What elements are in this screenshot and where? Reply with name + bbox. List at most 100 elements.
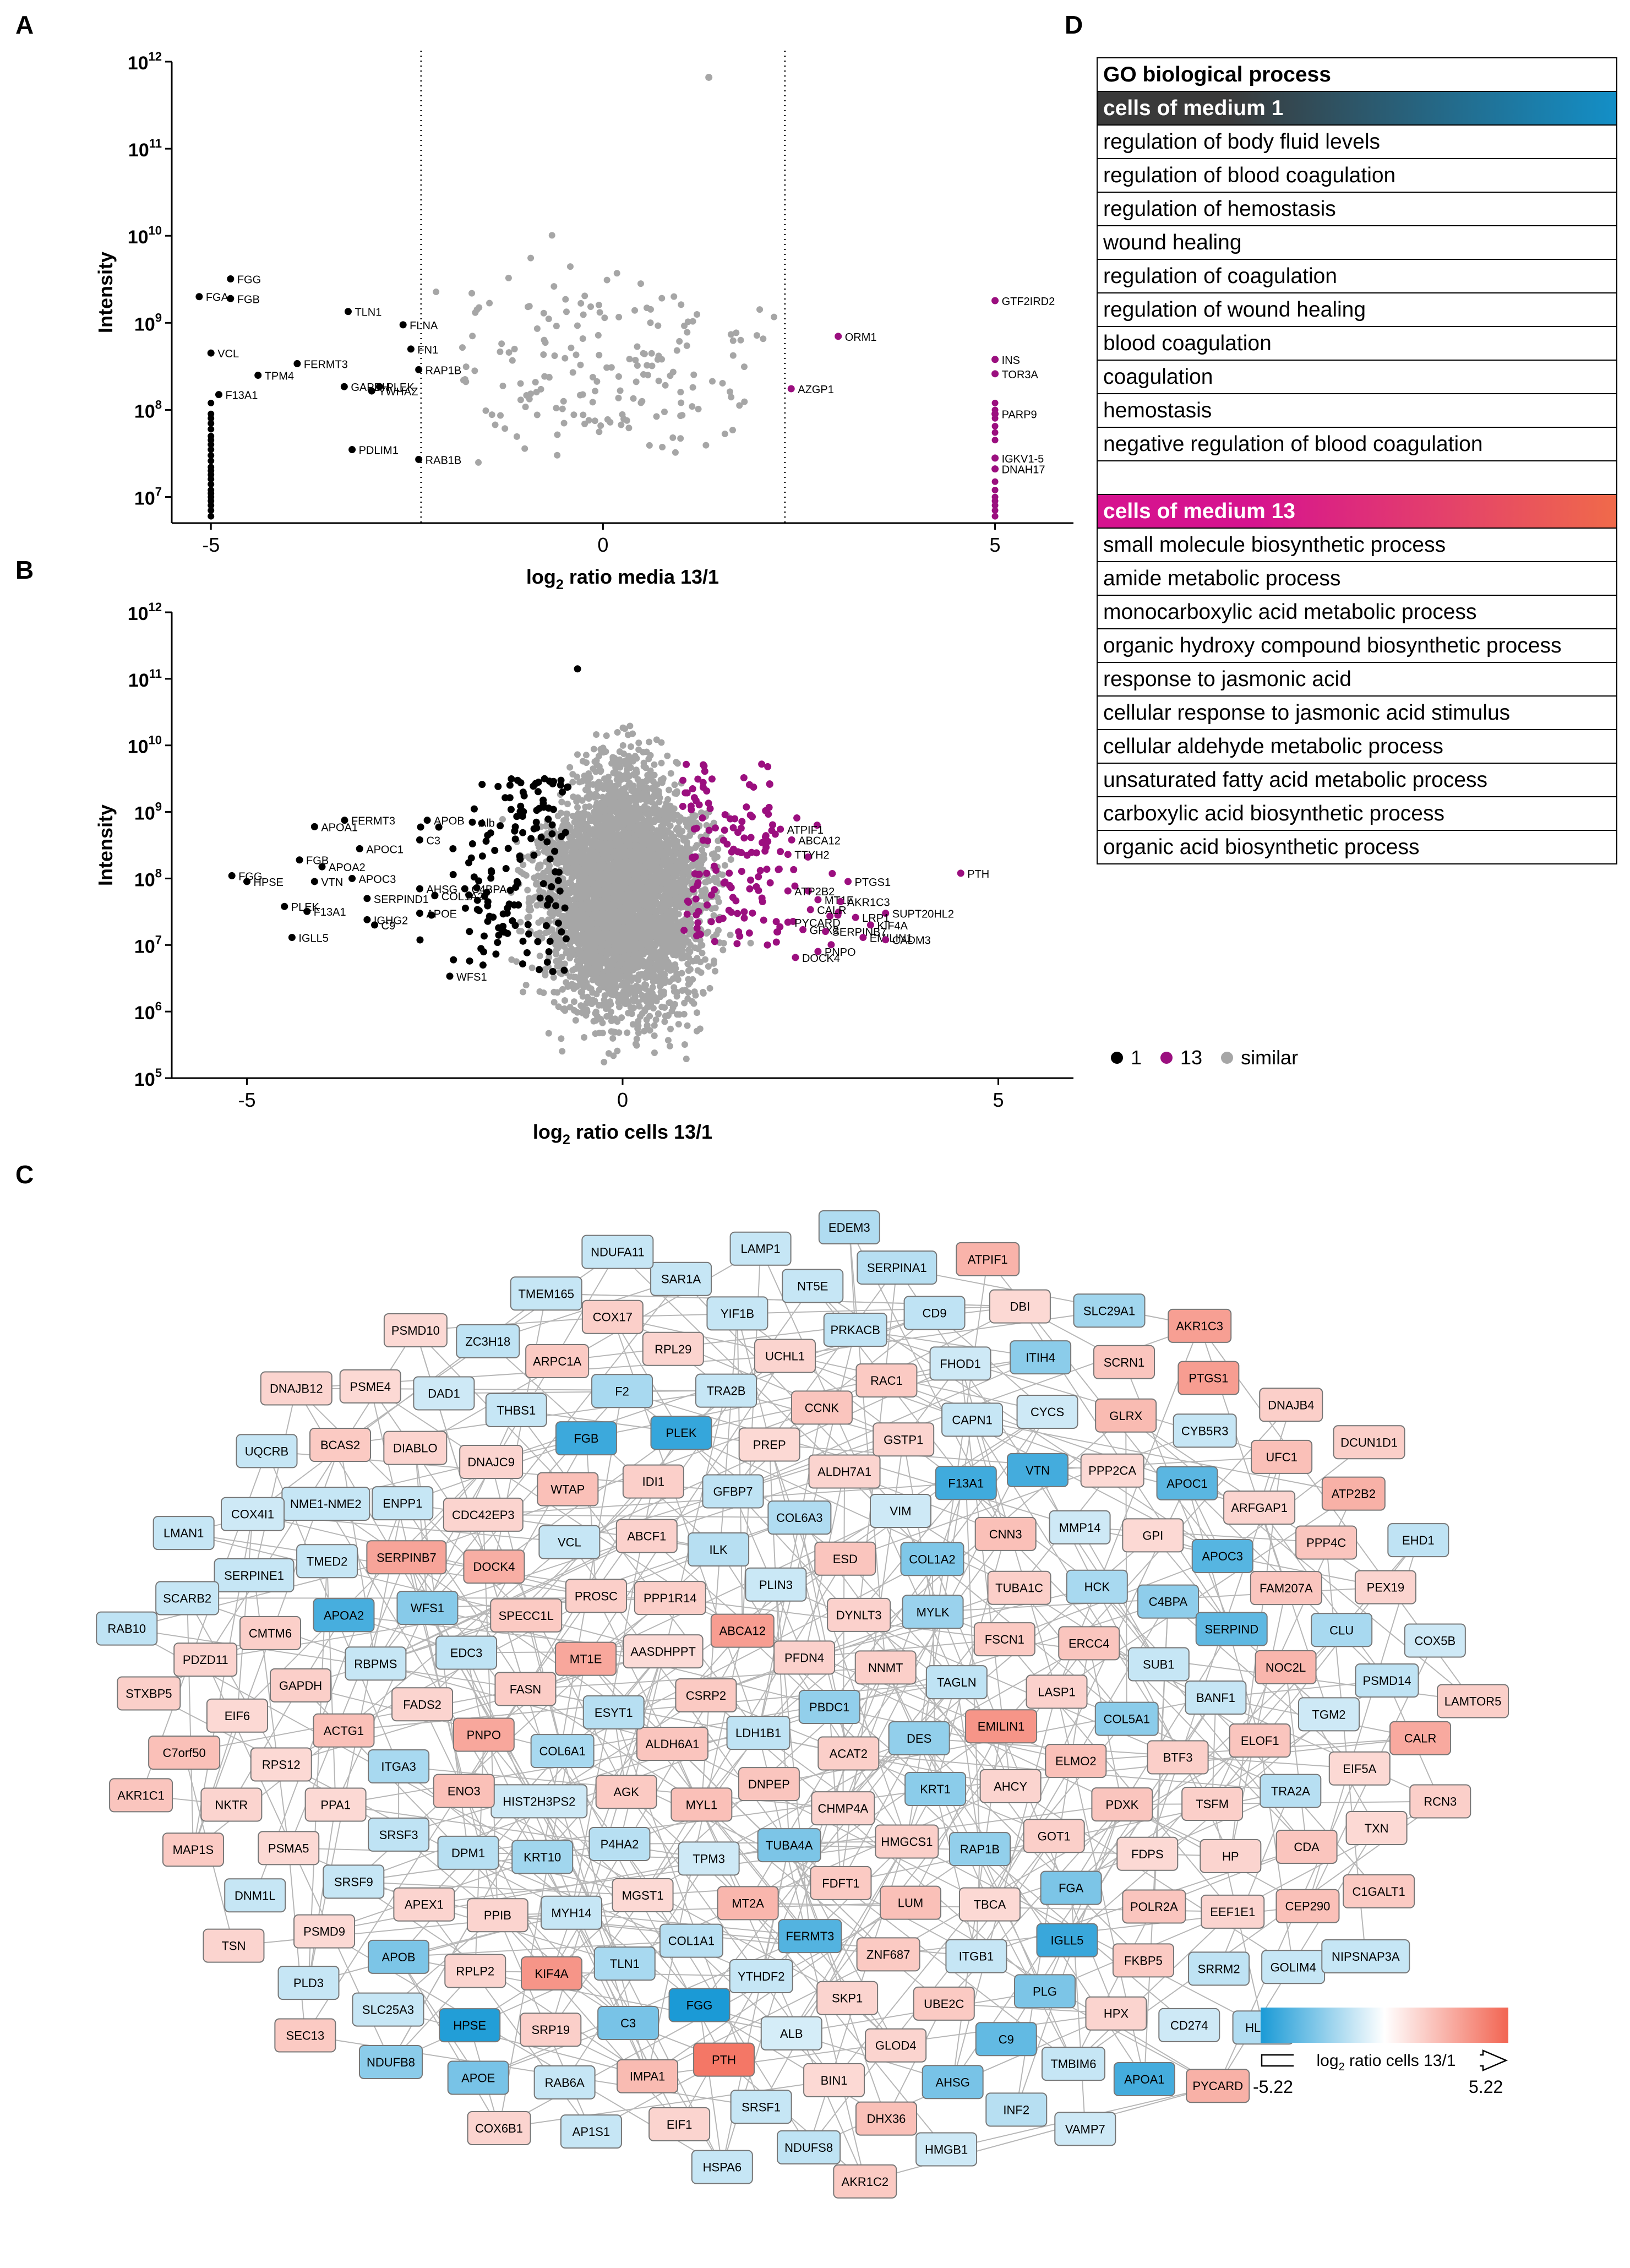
b-point-13 <box>705 826 713 834</box>
b-point-alb <box>468 818 476 826</box>
a-point-similar <box>684 318 691 325</box>
a-point-similar <box>513 433 520 440</box>
b-point-similar <box>569 771 576 778</box>
b-point-1 <box>519 960 526 968</box>
b-point-similar <box>603 948 610 955</box>
a-point-similar <box>589 374 596 381</box>
b-point-similar <box>660 988 667 996</box>
b-point-similar <box>569 882 576 889</box>
b-point-similar <box>587 985 595 992</box>
b-point-similar <box>633 857 640 864</box>
b-point-label-col1a2: COL1A2 <box>441 891 484 903</box>
b-point-similar <box>673 951 680 959</box>
a-point-1 <box>208 481 215 488</box>
b-point-similar <box>592 953 599 960</box>
go-medium13-title: cells of medium 13 <box>1097 494 1617 529</box>
b-point-similar <box>662 862 669 869</box>
a-point-similar <box>589 399 596 406</box>
b-point-1 <box>470 873 478 881</box>
a-point-similar <box>689 318 696 325</box>
b-point-1 <box>428 911 435 919</box>
b-point-similar <box>576 907 584 915</box>
a-point-similar <box>653 413 660 420</box>
a-point-label-fga: FGA <box>206 292 229 304</box>
b-point-similar <box>641 785 648 792</box>
b-point-1 <box>562 935 570 943</box>
b-point-similar <box>677 844 684 851</box>
b-point-13 <box>734 910 742 917</box>
b-point-similar <box>661 1018 668 1025</box>
b-point-similar <box>569 813 576 820</box>
b-point-similar <box>710 957 717 964</box>
b-point-similar <box>641 1006 648 1013</box>
y-tick-label: 109 <box>134 800 162 824</box>
b-point-13 <box>766 879 774 886</box>
b-point-similar <box>573 830 580 837</box>
b-point-similar <box>617 812 624 819</box>
b-point-similar <box>581 826 588 833</box>
b-point-similar <box>644 850 651 857</box>
a-point-similar <box>630 395 637 402</box>
b-point-label-abca12: ABCA12 <box>798 835 841 847</box>
b-point-similar <box>635 1022 642 1029</box>
go-header: GO biological process <box>1097 57 1617 92</box>
b-point-similar <box>658 905 665 912</box>
b-point-13 <box>769 821 777 829</box>
b-point-1 <box>509 917 516 924</box>
b-point-similar <box>606 873 613 880</box>
b-point-similar <box>645 988 652 995</box>
b-point-1 <box>543 838 551 846</box>
b-point-serpinb7 <box>822 928 830 936</box>
b-point-1 <box>523 949 531 956</box>
a-point-similar <box>462 363 470 371</box>
b-point-similar <box>672 847 679 854</box>
chart-b-legend: 1 13 similar <box>1111 1046 1298 1069</box>
b-point-1 <box>479 961 487 969</box>
b-point-similar <box>727 932 734 939</box>
b-point-similar <box>592 866 599 873</box>
b-point-similar <box>663 907 670 915</box>
b-point-similar <box>668 865 675 872</box>
b-point-similar <box>520 861 527 868</box>
b-point-similar <box>625 939 632 946</box>
b-point-similar <box>644 959 651 966</box>
b-point-similar <box>693 1027 700 1035</box>
b-point-similar <box>580 977 587 984</box>
b-point-13 <box>743 803 750 811</box>
a-point-similar <box>542 339 549 346</box>
a-point-similar <box>553 323 560 330</box>
b-point-similar <box>609 978 617 985</box>
a-point-similar <box>486 300 493 307</box>
b-point-ighg2 <box>363 916 371 923</box>
b-point-similar <box>633 755 640 762</box>
y-tick-label: 107 <box>134 485 162 509</box>
b-point-similar <box>664 836 671 843</box>
a-point-similar <box>597 422 604 429</box>
b-point-13 <box>684 898 691 905</box>
b-point-similar <box>635 956 642 964</box>
b-point-similar <box>612 768 619 775</box>
a-point-label-tor3a: TOR3A <box>1002 369 1039 381</box>
b-point-similar <box>593 799 601 807</box>
b-point-1 <box>482 837 490 845</box>
b-point-similar <box>689 861 696 868</box>
b-point-13 <box>707 918 715 926</box>
a-point-13 <box>991 478 999 485</box>
b-point-1 <box>504 904 511 912</box>
b-point-similar <box>693 819 700 826</box>
b-point-similar <box>580 851 587 858</box>
b-point-similar <box>652 921 659 928</box>
b-point-similar <box>561 997 569 1004</box>
b-point-similar <box>614 1018 621 1025</box>
b-point-similar <box>528 964 536 971</box>
b-point-similar <box>591 902 598 910</box>
b-point-similar <box>535 864 542 872</box>
a-point-similar <box>678 399 685 406</box>
b-point-similar <box>584 1008 591 1015</box>
b-point-similar <box>630 956 637 964</box>
b-point-similar <box>606 1013 613 1020</box>
b-point-similar <box>623 960 630 967</box>
b-point-similar <box>699 942 706 949</box>
b-point-similar <box>610 788 617 795</box>
